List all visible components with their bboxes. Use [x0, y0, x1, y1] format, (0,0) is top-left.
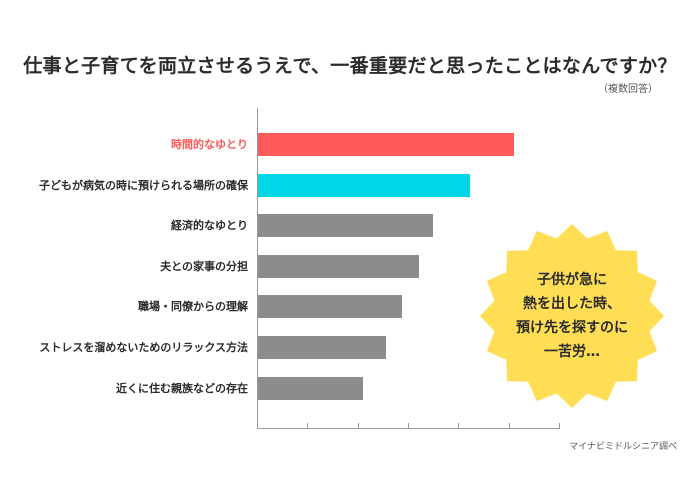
- starburst-icon: [480, 224, 664, 408]
- bar-row: 職場・同僚からの理解: [0, 295, 700, 318]
- bar-label: 時間的なゆとり: [171, 138, 248, 151]
- bar: [258, 133, 514, 156]
- x-axis-tick: [408, 423, 409, 428]
- bar-row: 経済的なゆとり: [0, 214, 700, 237]
- x-axis-tick: [559, 423, 560, 428]
- bar-row: 時間的なゆとり: [0, 133, 700, 156]
- x-axis-tick: [307, 423, 308, 428]
- x-axis-tick: [509, 423, 510, 428]
- callout-text: 子供が急に 熱を出した時、 預け先を探すのに 一苦労…: [482, 268, 662, 364]
- bar: [258, 255, 419, 278]
- bar-row: ストレスを溜めないためのリラックス方法: [0, 336, 700, 359]
- y-axis-line: [257, 108, 258, 429]
- bar-label: 子どもが病気の時に預けられる場所の確保: [39, 179, 248, 192]
- bar-label: ストレスを溜めないためのリラックス方法: [39, 341, 248, 354]
- bar: [258, 295, 402, 318]
- bar-label: 夫との家事の分担: [160, 260, 248, 273]
- bar-row: 子どもが病気の時に預けられる場所の確保: [0, 174, 700, 197]
- callout-line-1: 子供が急に: [537, 272, 607, 288]
- callout-line-4: 一苦労…: [544, 344, 600, 360]
- bar: [258, 174, 470, 197]
- bar: [258, 336, 386, 359]
- bar-row: 夫との家事の分担: [0, 255, 700, 278]
- bar: [258, 377, 363, 400]
- bar-row: 近くに住む親族などの存在: [0, 377, 700, 400]
- callout-line-2: 熱を出した時、: [523, 296, 621, 312]
- bar: [258, 214, 433, 237]
- x-axis-tick: [358, 423, 359, 428]
- bar-label: 近くに住む親族などの存在: [116, 382, 248, 395]
- x-axis-tick: [458, 423, 459, 428]
- source-note: マイナビミドルシニア調べ: [569, 442, 677, 452]
- chart-subtitle: （複数回答）: [598, 84, 658, 95]
- callout-line-3: 預け先を探すのに: [516, 320, 628, 336]
- bar-label: 職場・同僚からの理解: [138, 300, 248, 313]
- chart-title: 仕事と子育てを両立させるうえで、一番重要だと思ったことはなんですか？: [23, 55, 677, 77]
- bar-label: 経済的なゆとり: [171, 219, 248, 232]
- x-axis-line: [257, 428, 560, 429]
